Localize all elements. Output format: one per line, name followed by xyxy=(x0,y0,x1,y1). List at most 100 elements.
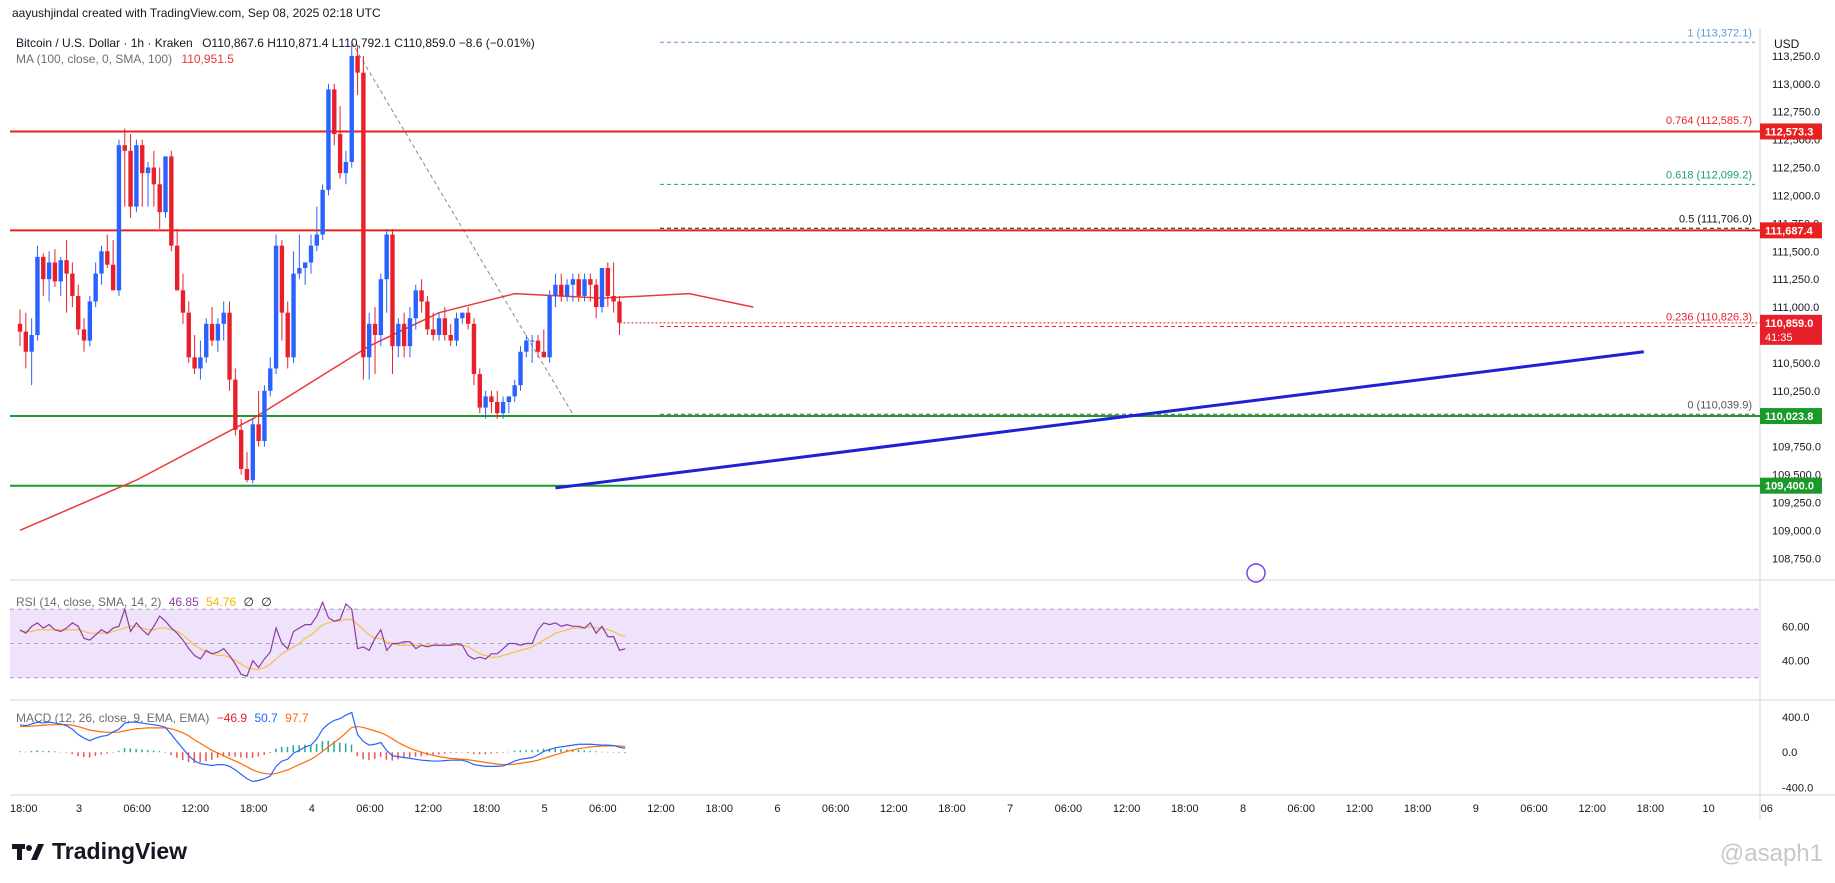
tradingview-logo-icon xyxy=(12,843,44,860)
rsi-tick-label: 40.00 xyxy=(1782,656,1810,668)
macd-hist-bar xyxy=(531,750,533,753)
candle-body xyxy=(151,167,157,185)
macd-hist-bar xyxy=(42,751,44,753)
candle-body xyxy=(268,368,273,391)
macd-hist-bar xyxy=(269,752,271,754)
symbol-header: Bitcoin / U.S. Dollar · 1h · Kraken O110… xyxy=(16,36,535,50)
price-tick-label: 112,750.0 xyxy=(1772,107,1820,119)
rsi-tick-label: 60.00 xyxy=(1782,621,1810,633)
macd-signal-line xyxy=(20,724,626,775)
macd-hist-bar xyxy=(187,752,190,763)
candle-body xyxy=(256,424,261,442)
macd-hist-bar xyxy=(513,750,516,753)
macd-hist-bar xyxy=(606,751,609,753)
macd-hist-bar xyxy=(211,752,213,760)
macd-hist-bar xyxy=(583,750,586,753)
currency-label[interactable]: USD xyxy=(1774,37,1800,51)
macd-hist-bar xyxy=(502,752,504,753)
candle-body xyxy=(465,312,471,324)
candle-body xyxy=(401,323,407,347)
macd-hist-bar xyxy=(65,752,68,753)
macd-hist-bar xyxy=(449,752,452,754)
price-axis: 113,250.0113,000.0112,750.0112,500.0112,… xyxy=(1772,51,1821,565)
macd-hist-bar xyxy=(356,752,359,757)
macd-hist-bar xyxy=(240,752,242,758)
macd-hist-bar xyxy=(152,750,155,753)
macd-hist-bar xyxy=(595,751,597,753)
macd-hist-bar xyxy=(216,752,219,758)
macd-hist-bar xyxy=(618,752,620,753)
macd-hist-value: −46.9 xyxy=(216,711,248,725)
macd-hist-bar xyxy=(141,749,143,753)
macd-hist-bar xyxy=(263,752,265,755)
price-tick-label: 108,750.0 xyxy=(1772,553,1821,565)
macd-hist-bar xyxy=(117,750,120,753)
candle-body xyxy=(145,167,151,174)
candle-body xyxy=(332,89,337,135)
rsi-div-bull: ∅ xyxy=(243,595,254,609)
macd-hist-bar xyxy=(147,750,149,753)
macd-hist-bar xyxy=(280,746,283,753)
candle-body xyxy=(384,234,389,280)
candle-body xyxy=(460,312,465,319)
macd-hist-bar xyxy=(193,752,196,763)
macd-hist-bar xyxy=(490,752,492,754)
candle-body xyxy=(361,72,366,358)
ma-legend[interactable]: MA (100, close, 0, SMA, 100) 110,951.5 xyxy=(16,52,234,66)
candle-body xyxy=(413,290,418,319)
resistance-price-tag xyxy=(1760,123,1822,140)
candle-body xyxy=(553,284,558,296)
time-tick-label: 5 xyxy=(542,803,548,815)
macd-hist-bar xyxy=(362,752,364,760)
candle-body xyxy=(355,55,360,73)
candle-body xyxy=(314,234,320,246)
macd-hist-bar xyxy=(496,752,498,754)
macd-hist-bar xyxy=(59,751,62,753)
candle-body xyxy=(396,323,401,347)
time-tick-label: 10 xyxy=(1702,803,1714,815)
macd-hist-bar xyxy=(443,752,446,754)
time-tick-label: 06:00 xyxy=(822,803,850,815)
tradingview-brand[interactable]: TradingView xyxy=(12,838,187,865)
macd-hist-bar xyxy=(304,744,306,753)
candle-body xyxy=(576,279,581,296)
macd-hist-bar xyxy=(170,752,172,756)
rsi-legend[interactable]: RSI (14, close, SMA, 14, 2) 46.85 54.76 … xyxy=(16,595,272,609)
candle-body xyxy=(454,318,459,341)
time-tick-label: 06:00 xyxy=(1055,803,1083,815)
candle-body xyxy=(541,351,546,358)
time-tick-label: 18:00 xyxy=(705,803,733,815)
time-tick-label: 18:00 xyxy=(473,803,501,815)
time-tick-label: 12:00 xyxy=(880,803,908,815)
price-tick-label: 111,500.0 xyxy=(1772,246,1819,258)
time-tick-label: 18:00 xyxy=(938,803,966,815)
macd-signal-value: 97.7 xyxy=(285,711,309,725)
time-tick-label: 12:00 xyxy=(1578,803,1606,815)
price-tick-label: 109,000.0 xyxy=(1772,525,1821,537)
candle-body xyxy=(273,245,279,369)
candle-body xyxy=(547,295,552,358)
macd-hist-bar xyxy=(310,745,312,753)
macd-hist-bar xyxy=(548,748,551,753)
candle-body xyxy=(23,331,29,352)
candle-body xyxy=(535,340,541,352)
candle-body xyxy=(570,279,576,285)
macd-hist-bar xyxy=(100,752,102,755)
candle-body xyxy=(297,268,302,274)
fib-trend-line xyxy=(351,42,574,415)
candle-body xyxy=(320,189,325,235)
macd-hist-bar xyxy=(577,750,580,753)
macd-tick-label: 0.0 xyxy=(1782,747,1797,759)
candle-body xyxy=(582,279,587,296)
macd-legend[interactable]: MACD (12, 26, close, 9, EMA, EMA) −46.9 … xyxy=(16,711,309,725)
support-price-tag xyxy=(1760,408,1822,425)
macd-line-value: 50.7 xyxy=(254,711,278,725)
candle-body xyxy=(174,245,180,291)
candle-body xyxy=(611,295,616,302)
price-tick-label: 109,250.0 xyxy=(1772,497,1821,509)
macd-hist-bar xyxy=(164,751,166,753)
candle-body xyxy=(285,312,290,358)
candle-body xyxy=(163,156,168,213)
macd-hist-bar xyxy=(408,752,411,758)
